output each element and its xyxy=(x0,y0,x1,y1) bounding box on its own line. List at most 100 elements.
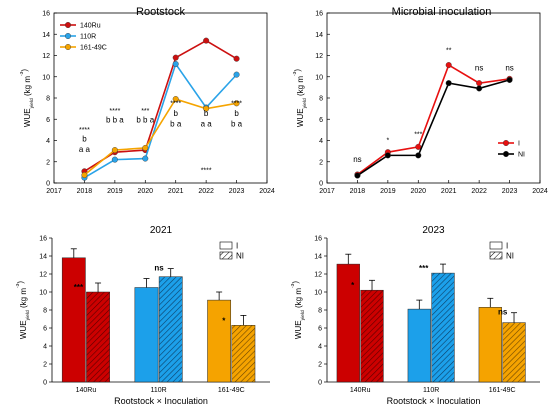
x-axis-label: Rootstock × Inoculation xyxy=(114,396,208,406)
y-tick-label: 16 xyxy=(315,11,323,18)
data-point-161-49C xyxy=(111,147,118,154)
x-category-label: 161-49C xyxy=(489,387,516,394)
x-tick-label: 2018 xyxy=(77,188,93,195)
data-point-140Ru xyxy=(233,55,240,62)
y-axis-label-exp: -3 xyxy=(290,283,296,288)
legend-label: I xyxy=(236,242,238,251)
y-tick-label: 12 xyxy=(39,272,47,279)
bar-panel-2023: 0 2 4 6 8 10 12 14 16 2023 Rootstock × Inoculation… xyxy=(290,225,540,406)
y-tick-label: 16 xyxy=(39,236,47,243)
bar-panel-2021: 0 2 4 6 8 10 12 14 16 2021 Rootstock × Inoculation… xyxy=(15,225,270,406)
inoculation-line-panel: 0 2 4 6 8 10 12 14 16 2017 2018 2019 2020 2021 2022 202… xyxy=(292,6,548,195)
y-tick-label: 6 xyxy=(43,326,47,333)
annotation-label: **** xyxy=(109,108,120,115)
y-axis-label-main: WUE xyxy=(19,320,28,339)
legend-label: NI xyxy=(506,252,514,261)
y-axis-label-main: WUE xyxy=(296,108,305,127)
annotation-label: **** xyxy=(170,100,181,107)
data-point-NI xyxy=(354,172,361,179)
data-point-I xyxy=(445,62,452,69)
data-point-161-49C xyxy=(203,105,210,112)
y-tick-label: 4 xyxy=(43,344,47,351)
x-category-label: 161-49C xyxy=(218,387,245,394)
data-point-110R xyxy=(111,156,118,163)
y-tick-label: 8 xyxy=(43,308,47,315)
annotation-label: ** xyxy=(446,47,452,54)
x-tick-label: 2023 xyxy=(502,188,518,195)
y-tick-label: 6 xyxy=(319,117,323,124)
chart-title: Microbial inoculation xyxy=(392,6,492,18)
series-line-NI xyxy=(356,79,510,177)
legend-marker-140Ru xyxy=(64,22,71,29)
x-tick-label: 2021 xyxy=(441,188,457,195)
y-axis-label-main: WUE xyxy=(294,320,303,339)
bar-110R-NI xyxy=(431,272,455,383)
y-axis-label-close: ) xyxy=(20,69,29,72)
y-axis-label-unit: (kg m xyxy=(19,288,28,308)
legend-label: I xyxy=(518,141,520,148)
annotation-label: b xyxy=(234,109,239,118)
data-point-161-49C xyxy=(81,172,88,179)
legend-swatch-I xyxy=(219,241,233,250)
annotation-label: ns xyxy=(475,63,483,72)
y-axis-label: WUEyield (kg m-3) xyxy=(292,69,308,128)
x-tick-label: 2023 xyxy=(229,188,245,195)
y-axis-label-sub: yield xyxy=(300,310,306,320)
legend-swatch-I xyxy=(489,241,503,250)
y-tick-label: 0 xyxy=(319,181,323,188)
annotation-label: b xyxy=(173,109,178,118)
x-tick-label: 2019 xyxy=(107,188,123,195)
bar-110R-NI xyxy=(158,276,183,383)
legend-swatch-NI xyxy=(489,251,503,260)
annotation-label: a a xyxy=(201,120,213,129)
y-tick-label: 6 xyxy=(46,117,50,124)
x-tick-label: 2019 xyxy=(380,188,396,195)
bar-161-49C-NI xyxy=(502,322,526,383)
bar-161-49C-I xyxy=(207,299,232,383)
y-axis-label-exp: -3 xyxy=(292,71,298,76)
y-tick-label: 16 xyxy=(314,236,322,243)
series-line-161-49C xyxy=(83,98,237,176)
y-tick-label: 14 xyxy=(39,254,47,261)
y-tick-label: 4 xyxy=(318,344,322,351)
legend-label: NI xyxy=(236,252,244,261)
x-tick-label: 2017 xyxy=(46,188,62,195)
y-tick-label: 4 xyxy=(319,138,323,145)
legend-marker-NI xyxy=(503,150,510,157)
y-tick-label: 12 xyxy=(314,272,322,279)
x-tick-label: 2020 xyxy=(137,188,153,195)
y-axis-label-unit: (kg m xyxy=(296,76,305,96)
y-axis-label-sub: yield xyxy=(302,98,308,108)
legend-label: 140Ru xyxy=(80,23,101,30)
data-point-NI xyxy=(415,152,422,159)
y-tick-label: 14 xyxy=(42,32,50,39)
x-tick-label: 2024 xyxy=(532,188,548,195)
data-point-NI xyxy=(476,85,483,92)
annotation-label: **** xyxy=(201,167,212,174)
bar-140Ru-NI xyxy=(360,289,384,383)
data-point-110R xyxy=(233,71,240,78)
y-tick-label: 12 xyxy=(315,53,323,60)
significance-label: ns xyxy=(154,264,164,273)
y-axis-label: WUEyield (kg m-3) xyxy=(19,69,35,128)
bar-140Ru-I xyxy=(336,263,360,383)
y-tick-label: 8 xyxy=(319,96,323,103)
y-tick-label: 10 xyxy=(315,74,323,81)
y-axis-label-main: WUE xyxy=(23,108,32,127)
x-tick-label: 2017 xyxy=(319,188,335,195)
bar-161-49C-I xyxy=(478,307,502,383)
annotation-label: a a xyxy=(79,145,91,154)
y-axis-label-exp: -3 xyxy=(15,283,21,288)
annotation-label: *** xyxy=(414,131,422,138)
y-tick-label: 0 xyxy=(46,181,50,188)
annotation-label: **** xyxy=(231,100,242,107)
significance-label: ns xyxy=(498,308,508,317)
series-line-110R xyxy=(84,62,238,179)
y-tick-label: 8 xyxy=(46,96,50,103)
y-axis-label-exp: -3 xyxy=(19,71,25,76)
x-category-label: 140Ru xyxy=(350,387,371,394)
y-axis-label-unit: (kg m xyxy=(294,288,303,308)
data-point-140Ru xyxy=(203,37,210,44)
significance-label: * xyxy=(222,316,226,325)
